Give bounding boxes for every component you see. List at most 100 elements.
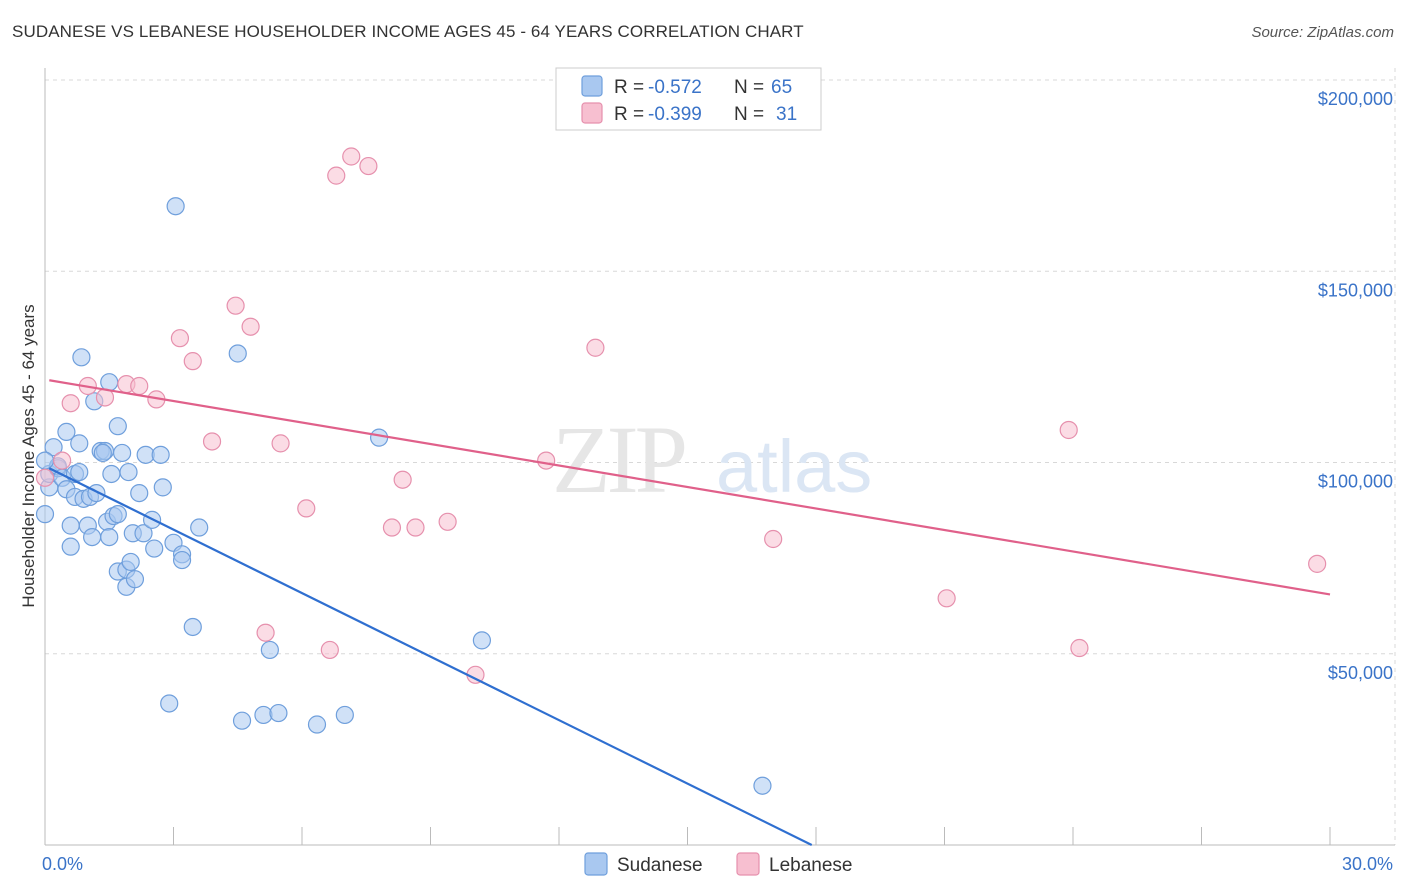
legend-n-value-2: 31 — [776, 104, 797, 125]
zipatlas-watermark: ZIP atlas — [552, 406, 872, 513]
trend-lines — [48, 379, 1331, 846]
point-sudanese — [370, 428, 389, 447]
trend-line-lebanese — [49, 379, 1331, 596]
point-sudanese — [100, 527, 119, 547]
legend-n-value-1: 65 — [771, 77, 792, 98]
point-sudanese — [87, 484, 106, 503]
point-sudanese — [57, 422, 76, 441]
legend-swatch-lebanese — [581, 102, 603, 124]
point-lebanese — [35, 468, 55, 487]
point-sudanese — [125, 570, 145, 589]
point-sudanese — [61, 516, 80, 535]
point-sudanese — [44, 438, 63, 457]
point-sudanese — [121, 552, 140, 572]
point-sudanese — [93, 443, 112, 463]
point-lebanese — [382, 518, 402, 537]
point-lebanese — [53, 451, 72, 470]
legend-r-value-1: -0.572 — [648, 77, 702, 98]
point-lebanese — [586, 338, 605, 357]
point-lebanese — [764, 529, 783, 549]
point-sudanese — [269, 703, 288, 723]
watermark-zip: ZIP — [552, 406, 685, 513]
point-lebanese — [61, 394, 80, 413]
bottom-legend-lebanese: Lebanese — [769, 855, 852, 876]
y-tick-label: $100,000 — [1318, 472, 1393, 492]
point-lebanese — [406, 518, 425, 537]
data-points — [35, 147, 1327, 795]
chart-title: SUDANESE VS LEBANESE HOUSEHOLDER INCOME … — [12, 22, 804, 41]
point-sudanese — [254, 705, 273, 725]
point-sudanese — [160, 694, 179, 713]
legend-r-label-2: R = — [614, 104, 644, 125]
x-tick-label-max: 30.0% — [1342, 854, 1393, 874]
point-sudanese — [35, 451, 55, 470]
point-lebanese — [937, 589, 956, 608]
point-lebanese — [1070, 638, 1089, 658]
point-sudanese — [183, 617, 202, 637]
bottom-swatch-sudanese — [584, 852, 608, 876]
point-sudanese — [307, 715, 327, 734]
legend-swatch-sudanese — [581, 75, 603, 97]
point-sudanese — [151, 445, 170, 464]
point-sudanese — [108, 505, 127, 524]
point-sudanese — [753, 776, 772, 795]
point-sudanese — [335, 705, 354, 725]
point-lebanese — [1308, 554, 1327, 573]
bottom-legend-sudanese: Sudanese — [617, 855, 703, 876]
point-sudanese — [70, 462, 89, 482]
point-sudanese — [134, 524, 153, 543]
point-sudanese — [35, 505, 55, 524]
point-lebanese — [342, 147, 361, 166]
point-lebanese — [170, 329, 190, 348]
point-sudanese — [232, 711, 252, 730]
point-lebanese — [271, 434, 290, 453]
point-sudanese — [145, 539, 164, 558]
source-credit: Source: ZipAtlas.com — [1251, 24, 1394, 41]
point-sudanese — [108, 417, 127, 436]
point-sudanese — [472, 631, 491, 650]
tick-labels: $50,000 $100,000 $150,000 $200,000 0.0% 30.0% — [42, 89, 1393, 874]
point-sudanese — [130, 484, 149, 503]
point-sudanese — [70, 434, 89, 453]
series-legend: Sudanese Lebanese — [584, 852, 852, 876]
point-sudanese — [72, 348, 91, 367]
point-lebanese — [130, 376, 149, 396]
x-tick-label-min: 0.0% — [42, 854, 83, 874]
legend-r-value-2: -0.399 — [648, 104, 702, 125]
point-sudanese — [153, 478, 172, 497]
point-sudanese — [190, 518, 209, 537]
point-lebanese — [241, 317, 260, 336]
point-sudanese — [112, 443, 132, 463]
bottom-swatch-lebanese — [736, 852, 760, 876]
point-lebanese — [537, 451, 556, 470]
point-lebanese — [438, 512, 457, 531]
legend-n-label-2: N = — [734, 104, 764, 125]
point-sudanese — [100, 373, 119, 392]
point-lebanese — [202, 432, 222, 451]
point-lebanese — [183, 352, 202, 371]
point-lebanese — [327, 166, 346, 185]
y-tick-label: $150,000 — [1318, 280, 1393, 300]
y-axis-label: Householder Income Ages 45 - 64 years — [19, 304, 38, 607]
point-sudanese — [260, 640, 279, 660]
point-lebanese — [256, 623, 275, 642]
y-tick-label: $50,000 — [1328, 663, 1393, 683]
point-sudanese — [119, 462, 138, 482]
point-lebanese — [393, 470, 412, 489]
trend-line-sudanese — [48, 467, 813, 846]
point-lebanese — [226, 296, 245, 315]
point-lebanese — [297, 499, 316, 518]
point-sudanese — [102, 464, 121, 484]
point-sudanese — [228, 344, 247, 363]
legend-r-label-1: R = — [614, 77, 644, 98]
legend-n-label-1: N = — [734, 77, 764, 98]
point-lebanese — [1059, 420, 1078, 440]
point-lebanese — [320, 640, 339, 660]
stats-legend: R = -0.572 N = 65 R = -0.399 N = 31 — [555, 67, 822, 131]
point-sudanese — [172, 550, 192, 570]
point-sudanese — [83, 527, 102, 547]
point-sudanese — [61, 537, 80, 556]
point-lebanese — [359, 156, 378, 176]
point-sudanese — [166, 197, 185, 216]
